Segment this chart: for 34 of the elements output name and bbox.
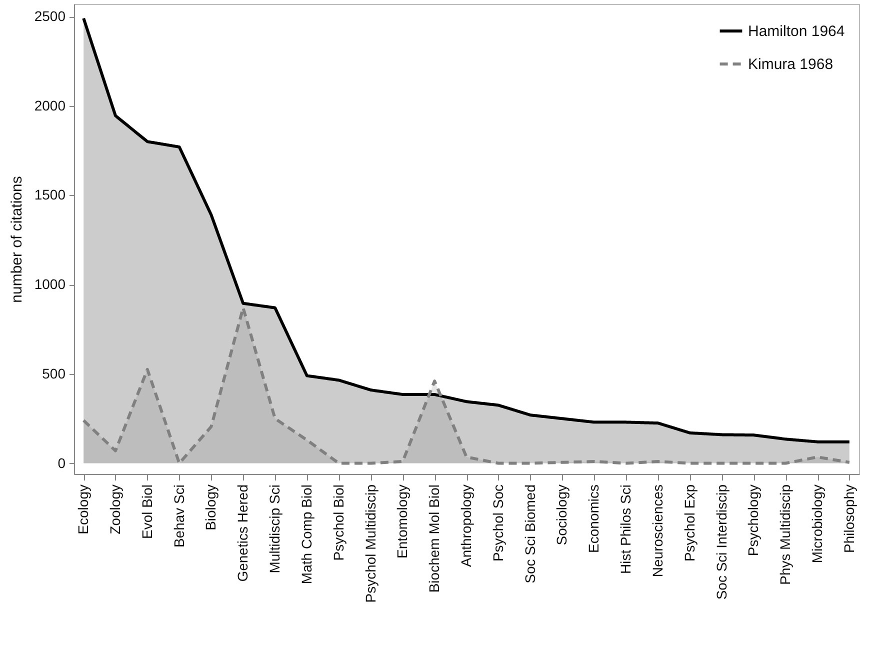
x-tick-label: Math Comp Biol bbox=[298, 484, 314, 584]
y-tick-label: 1500 bbox=[34, 186, 66, 203]
x-tick-label: Economics bbox=[586, 484, 602, 553]
x-tick-label: Psychol Soc bbox=[490, 484, 506, 562]
x-tick-label: Soc Sci Interdiscip bbox=[713, 484, 730, 600]
x-tick-label: Genetics Hered bbox=[234, 484, 251, 582]
x-tick-label: Sociology bbox=[554, 484, 570, 546]
x-tick-label: Psychol Multidiscip bbox=[362, 484, 378, 603]
y-tick-label: 2000 bbox=[34, 97, 66, 114]
x-tick-label: Psychol Biol bbox=[330, 484, 346, 561]
x-tick-label: Hist Philos Sci bbox=[618, 484, 634, 574]
y-tick-label: 0 bbox=[58, 454, 66, 471]
legend-label: Kimura 1968 bbox=[748, 56, 834, 73]
x-tick-label: Ecology bbox=[75, 484, 92, 534]
legend-label: Hamilton 1964 bbox=[748, 23, 845, 40]
x-tick-label: Psychology bbox=[745, 484, 762, 556]
y-tick-label: 500 bbox=[42, 365, 66, 382]
x-tick-label: Entomology bbox=[394, 484, 410, 558]
x-tick-label: Philosophy bbox=[840, 484, 857, 553]
y-axis-title: number of citations bbox=[8, 176, 26, 303]
x-tick-label: Biology bbox=[202, 484, 219, 530]
x-tick-label: Soc Sci Biomed bbox=[522, 484, 538, 584]
x-tick-label: Multidiscip Sci bbox=[266, 484, 283, 574]
y-tick-label: 2500 bbox=[34, 8, 66, 24]
y-tick-label: 1000 bbox=[34, 276, 66, 292]
x-tick-label: Biochem Mol Biol bbox=[426, 484, 442, 593]
x-tick-label: Psychol Exp bbox=[681, 484, 698, 562]
x-tick-label: Microbiology bbox=[809, 484, 826, 564]
x-tick-label: Anthropology bbox=[458, 484, 474, 568]
x-tick-label: Zoology bbox=[106, 484, 123, 534]
x-tick-label: Evol Biol bbox=[138, 484, 155, 539]
x-tick-label: Behav Sci bbox=[170, 484, 187, 548]
x-tick-label: Neurosciences bbox=[649, 484, 666, 578]
x-tick-label: Phys Multidiscip bbox=[777, 484, 794, 585]
